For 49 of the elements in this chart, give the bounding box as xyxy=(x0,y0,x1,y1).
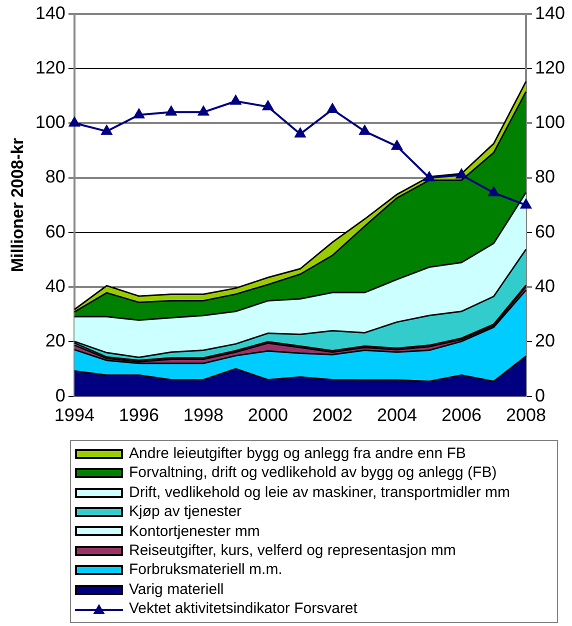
legend-label: Drift, vedlikehold og leie av maskiner, transportmidler mm xyxy=(129,482,510,502)
point xyxy=(488,186,500,196)
legend-label: Andre leieutgifter bygg og anlegg fra andre enn FB xyxy=(129,444,466,464)
y2-tick-label: 40 xyxy=(534,276,555,296)
point xyxy=(456,168,468,179)
x-tick-label: 1994 xyxy=(54,405,94,426)
x-tick-label: 2002 xyxy=(312,405,352,426)
y-tick-label: 0 xyxy=(55,385,66,406)
point xyxy=(326,102,338,113)
y-tick-label: 80 xyxy=(45,166,66,187)
point xyxy=(262,100,274,110)
y-axis-title: Millioner 2008-kr xyxy=(8,138,27,272)
x-tick-label: 2000 xyxy=(248,405,288,426)
y-tick-label: 40 xyxy=(45,276,66,296)
point xyxy=(294,128,306,138)
x-tick-label: 1996 xyxy=(118,405,159,426)
y-tick-label: 20 xyxy=(45,330,66,351)
y-tick-label: 140 xyxy=(35,2,66,23)
legend-label: Vektet aktivitetsindikator Forsvaret xyxy=(129,599,358,619)
x-tick-label: 2008 xyxy=(506,405,546,426)
point xyxy=(230,94,242,105)
legend-label: Forbruksmateriell m.m. xyxy=(129,560,282,580)
point xyxy=(391,140,403,150)
legend-label: Kontortjenester mm xyxy=(129,522,260,542)
y2-tick-label: 140 xyxy=(534,2,566,23)
point xyxy=(133,108,145,118)
legend-label: Forvaltning, drift og vedlikehold av bygg og anlegg (FB) xyxy=(129,463,497,483)
legend-label: Varig materiell xyxy=(129,580,224,600)
point xyxy=(424,171,435,182)
y-tick-label: 120 xyxy=(35,57,66,78)
legend-label: Reiseutgifter, kurs, velferd og representasjon mm xyxy=(129,541,456,560)
x-tick-label: 2004 xyxy=(376,405,417,426)
point xyxy=(68,116,80,127)
legend-label: Kjøp av tjenester xyxy=(129,502,242,522)
y-tick-label: 100 xyxy=(35,112,66,132)
point xyxy=(359,124,370,135)
y-tick-label: 60 xyxy=(45,221,66,242)
x-tick-label: 1998 xyxy=(183,405,224,426)
y2-tick-label: 120 xyxy=(534,57,566,78)
y2-tick-label: 100 xyxy=(534,112,566,132)
x-tick-label: 2006 xyxy=(441,405,482,426)
y2-tick-label: 80 xyxy=(534,166,555,187)
point xyxy=(165,106,177,116)
point xyxy=(198,106,210,116)
y2-tick-label: 0 xyxy=(534,385,545,406)
point xyxy=(100,124,112,135)
point xyxy=(520,198,532,209)
y2-tick-label: 60 xyxy=(534,221,555,242)
y2-tick-label: 20 xyxy=(534,330,555,351)
